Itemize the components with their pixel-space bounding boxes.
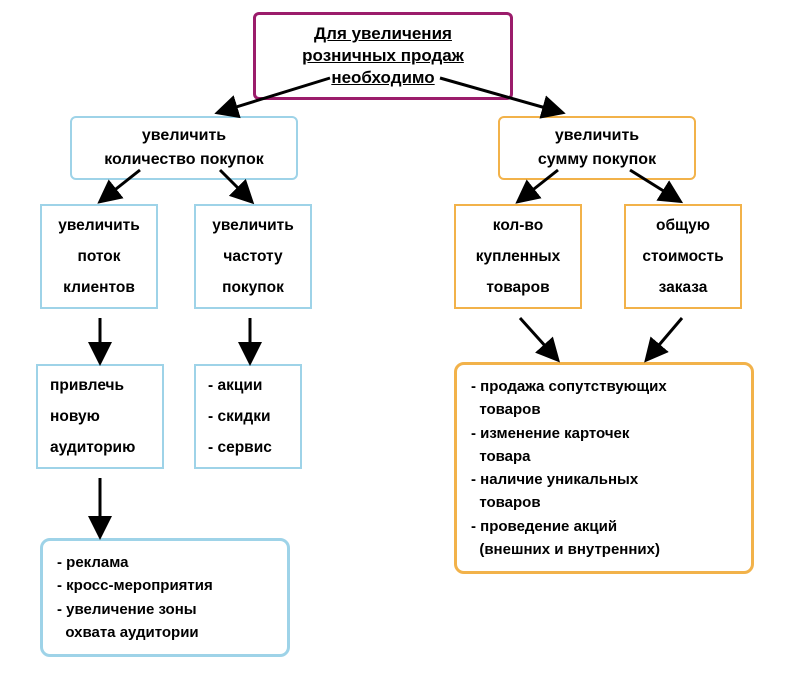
node-increase-client-flow: увеличитьпотокклиентов bbox=[40, 204, 158, 309]
leaf-cart-value-methods: - продажа сопутствующих товаров- изменен… bbox=[454, 362, 754, 574]
node-order-total-cost: общуюстоимостьзаказа bbox=[624, 204, 742, 309]
branch-increase-purchase-count: увеличитьколичество покупок bbox=[70, 116, 298, 180]
node-promos-discounts-service: - акции- скидки- сервис bbox=[194, 364, 302, 469]
node-items-quantity: кол-вокупленныхтоваров bbox=[454, 204, 582, 309]
root-node: Для увеличениярозничных продажнеобходимо bbox=[253, 12, 513, 100]
node-attract-new-audience: привлечьновуюаудиторию bbox=[36, 364, 164, 469]
leaf-advertising-methods: - реклама- кросс-мероприятия- увеличение… bbox=[40, 538, 290, 657]
branch-increase-purchase-sum: увеличитьсумму покупок bbox=[498, 116, 696, 180]
node-increase-purchase-frequency: увеличитьчастотупокупок bbox=[194, 204, 312, 309]
